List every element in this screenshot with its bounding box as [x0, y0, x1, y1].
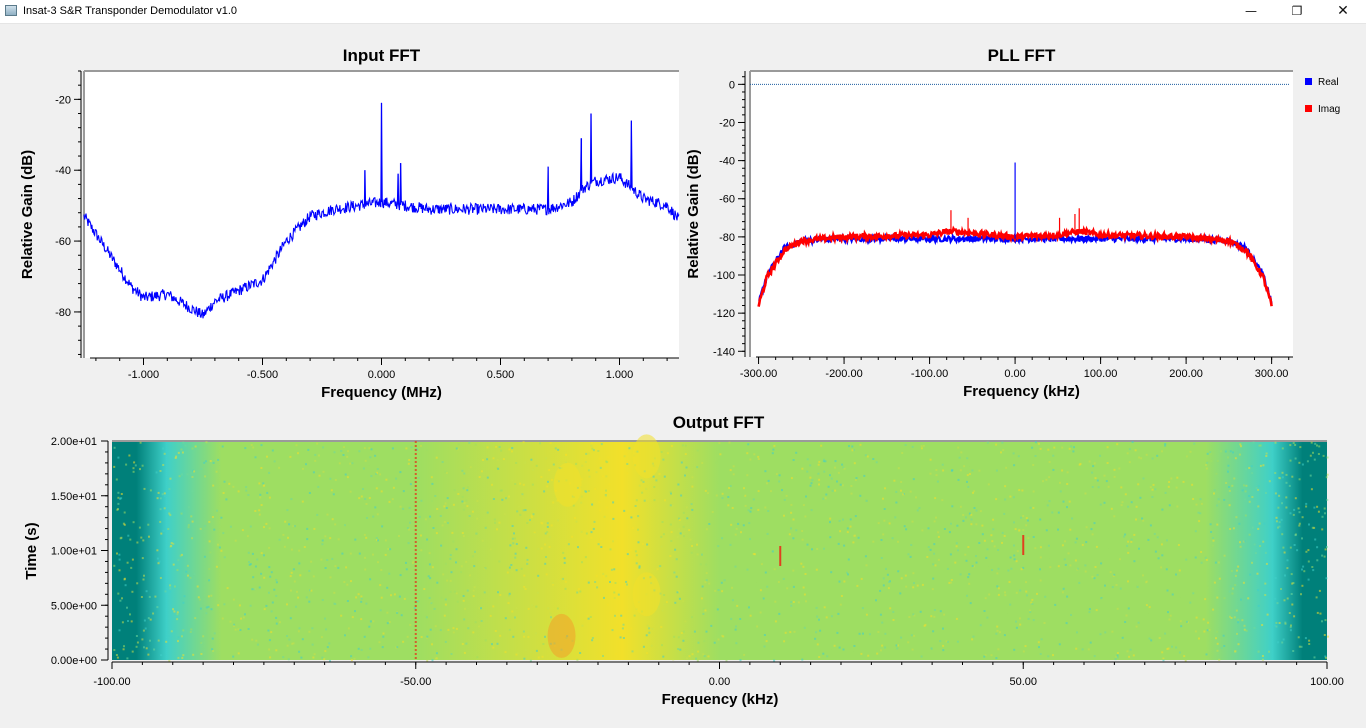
y-axis-label: Relative Gain (dB): [19, 150, 36, 279]
close-button[interactable]: ✕: [1337, 3, 1349, 19]
x-tick-label: -1.000: [128, 369, 159, 381]
maximize-button[interactable]: ❐: [1291, 4, 1303, 18]
app-window-icon: [5, 5, 17, 16]
y-tick-label: -20: [55, 94, 71, 106]
x-axis-label: Frequency (MHz): [321, 384, 442, 401]
title-bar: Insat-3 S&R Transponder Demodulator v1.0…: [0, 0, 1366, 24]
x-tick-label: -0.500: [247, 369, 278, 381]
window-title: Insat-3 S&R Transponder Demodulator v1.0: [23, 5, 238, 17]
chart-title: Input FFT: [343, 46, 421, 65]
y-tick-label: -40: [55, 165, 71, 177]
y-tick-label: -60: [55, 236, 71, 248]
x-tick-label: 0.000: [368, 369, 396, 381]
minimize-button[interactable]: —: [1245, 4, 1257, 18]
x-tick-label: 1.000: [606, 369, 634, 381]
x-tick-label: 0.500: [487, 369, 515, 381]
y-tick-label: -80: [55, 307, 71, 319]
